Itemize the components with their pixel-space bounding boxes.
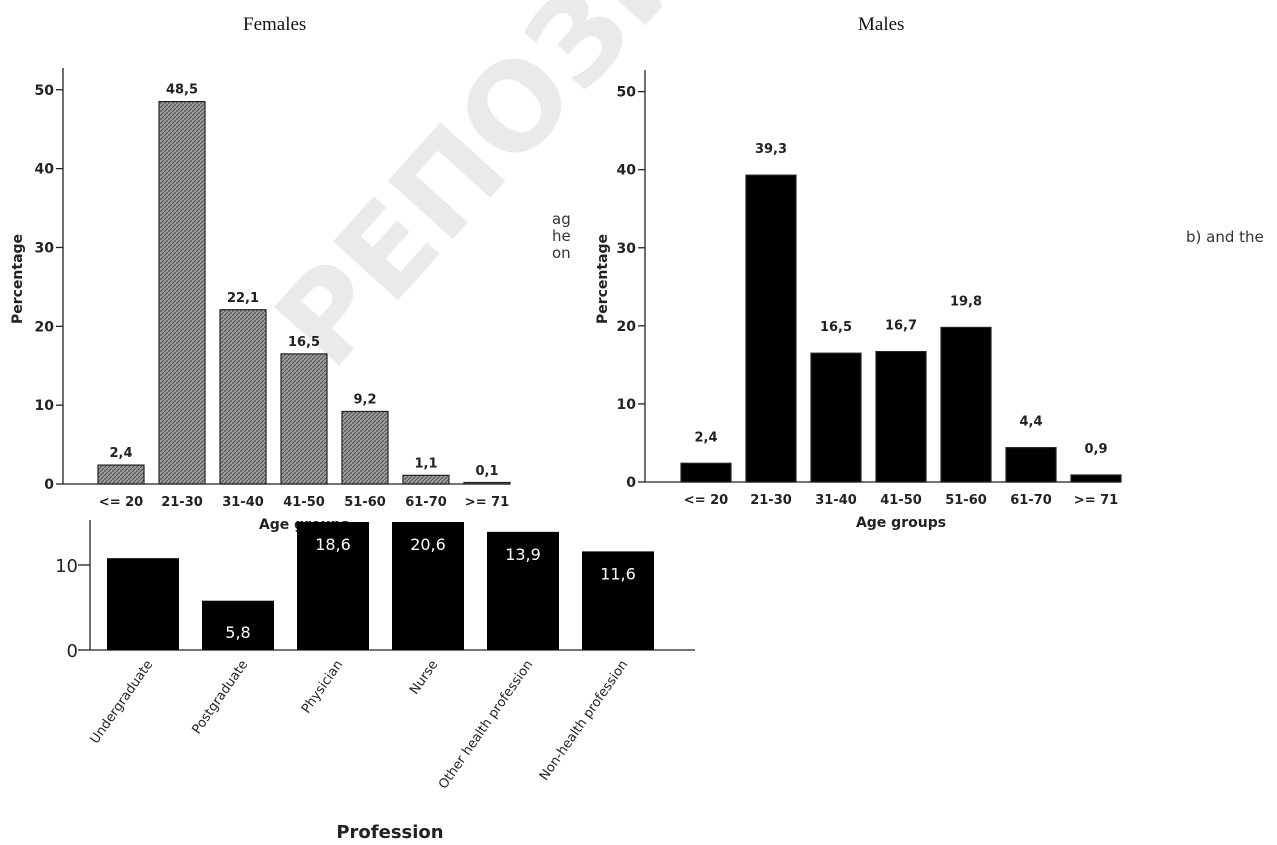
profession-chart: 0 10 Undergraduate 5,8 Postgraduate 18,6 Physi… [55, 520, 695, 843]
bar [297, 522, 369, 650]
bar-value-label: 4,4 [1019, 415, 1042, 430]
y-axis-title: Percentage [595, 234, 611, 324]
bar [402, 474, 450, 485]
bar-value-label: 48,5 [166, 83, 198, 98]
bar-value-label: 11,6 [600, 564, 636, 583]
y-axis-title: Percentage [10, 234, 26, 324]
y-tick-label: 40 [617, 163, 637, 179]
x-tick-label: >= 71 [1074, 493, 1118, 508]
y-tick-label: 50 [35, 83, 55, 99]
x-tick-label: 51-60 [945, 493, 987, 508]
males-chart-title: Males [858, 14, 905, 35]
x-tick-label: 51-60 [344, 495, 386, 510]
bar [97, 464, 145, 485]
x-tick-label: >= 71 [465, 495, 509, 510]
bar [1005, 447, 1057, 483]
bar-value-label: 20,6 [410, 535, 446, 554]
x-tick-label: Other health profession [436, 658, 536, 792]
bar-value-label: 1,1 [414, 456, 437, 471]
females-chart-title: Females [243, 14, 307, 35]
x-tick-label: 31-40 [222, 495, 264, 510]
bar [219, 309, 267, 485]
bar-value-label: 2,4 [694, 430, 717, 445]
bar [680, 462, 732, 483]
males-age-chart: 0 10 20 30 40 50 2,4 <= 20 39,3 21-30 16,5 31-40 16,… [595, 70, 1122, 531]
text-fragment-mid: ag he on [552, 211, 571, 262]
y-tick-label: 30 [35, 240, 55, 256]
bar [107, 558, 179, 650]
bar [745, 174, 797, 483]
x-tick-label: <= 20 [99, 495, 143, 510]
bar [202, 600, 274, 650]
y-tick-label: 30 [617, 241, 637, 257]
x-tick-label: 41-50 [283, 495, 325, 510]
x-tick-label: Undergraduate [88, 658, 157, 747]
y-tick-label: 10 [35, 398, 55, 414]
x-tick-label: Postgraduate [189, 658, 251, 737]
bar-value-label: 0,1 [475, 464, 498, 479]
females-age-chart: 0 10 20 30 40 50 2,4 <= 20 48,5 21-30 22,1 31-40 16,… [10, 68, 511, 533]
text-fragment-mid-2: he [552, 227, 571, 245]
y-tick-label: 20 [617, 319, 637, 335]
x-tick-label: 61-70 [405, 495, 447, 510]
bar [1070, 474, 1122, 483]
y-tick-label: 0 [626, 475, 636, 491]
text-fragment-right: b) and the [1186, 228, 1264, 246]
x-axis-title: Age groups [856, 515, 946, 531]
bar [158, 100, 206, 485]
x-tick-label: 61-70 [1010, 493, 1052, 508]
x-tick-label: 21-30 [161, 495, 203, 510]
y-tick-label: 50 [617, 85, 637, 101]
x-tick-label: 41-50 [880, 493, 922, 508]
bar-value-label: 16,7 [885, 319, 917, 334]
text-fragment-mid-1: ag [552, 210, 571, 228]
bar-value-label: 0,9 [1084, 442, 1107, 457]
bar [940, 326, 992, 483]
y-tick-label: 0 [67, 641, 78, 662]
bar [463, 481, 511, 485]
x-tick-label: 21-30 [750, 493, 792, 508]
x-tick-label: 31-40 [815, 493, 857, 508]
bar-value-label: 5,8 [225, 623, 250, 642]
bar-value-label: 16,5 [288, 335, 320, 350]
text-fragment-mid-3: on [552, 244, 571, 262]
x-tick-label: Physician [299, 658, 346, 717]
x-tick-label: <= 20 [684, 493, 728, 508]
y-tick-label: 0 [44, 477, 54, 493]
y-tick-label: 10 [55, 556, 78, 577]
bar [810, 352, 862, 483]
bar [487, 531, 559, 650]
bar-value-label: 16,5 [820, 320, 852, 335]
bar [875, 351, 927, 483]
x-tick-label: Nurse [407, 658, 441, 698]
bar [392, 522, 464, 650]
y-tick-label: 10 [617, 397, 637, 413]
y-tick-label: 20 [35, 319, 55, 335]
bar [341, 410, 389, 485]
bar-value-label: 22,1 [227, 291, 259, 306]
bar-value-label: 2,4 [109, 446, 132, 461]
bar [582, 551, 654, 650]
bar-value-label: 13,9 [505, 545, 541, 564]
bar-value-label: 39,3 [755, 142, 787, 157]
bar [280, 353, 328, 485]
bar-value-label: 18,6 [315, 535, 351, 554]
y-tick-label: 40 [35, 162, 55, 178]
bar-value-label: 19,8 [950, 294, 982, 309]
x-tick-label: Non-health profession [537, 658, 631, 784]
x-axis-title: Profession [336, 822, 443, 843]
bar-value-label: 9,2 [353, 392, 376, 407]
